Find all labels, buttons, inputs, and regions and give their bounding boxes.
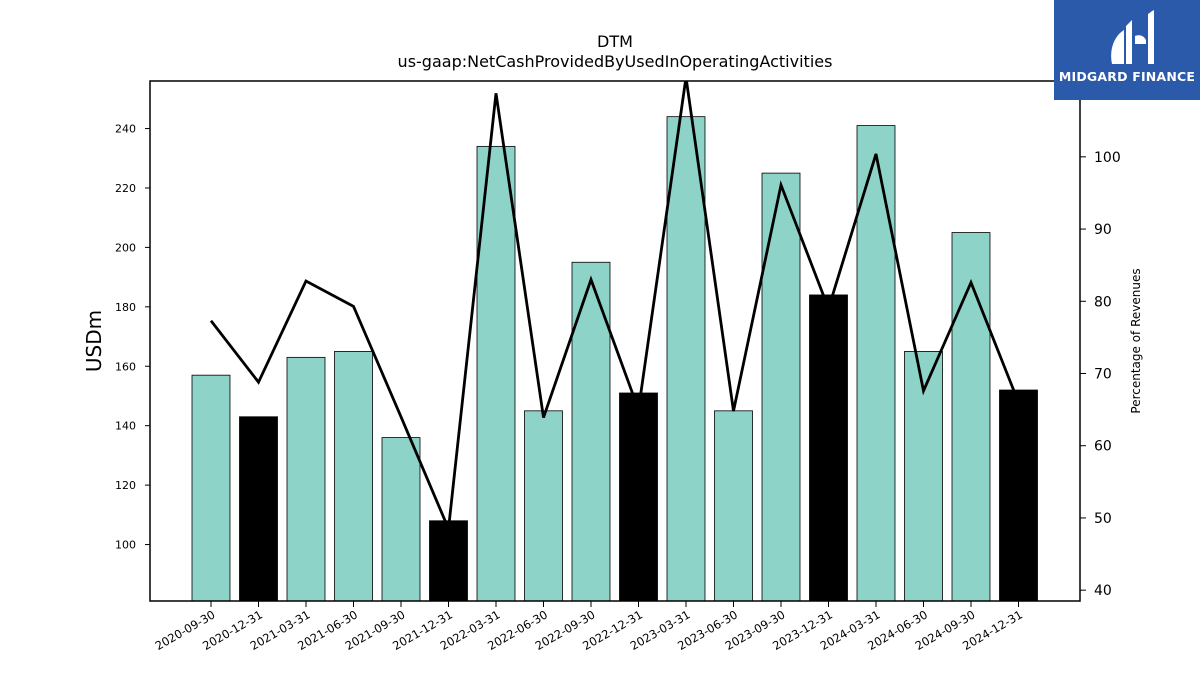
y2-tick-label: 70 xyxy=(1094,367,1112,383)
logo-text: MIDGARD FINANCE xyxy=(1058,69,1196,84)
bar xyxy=(619,392,658,602)
x-axis: 2020-09-302020-12-312021-03-312021-06-30… xyxy=(153,601,1025,653)
y2-axis-label: Percentage of Revenues xyxy=(1129,268,1143,413)
bar xyxy=(191,374,231,602)
bars-layer xyxy=(191,116,1038,602)
bar xyxy=(381,437,421,602)
brand-logo[interactable]: MIDGARD FINANCE xyxy=(1054,0,1200,100)
midgard-logo-icon xyxy=(1111,10,1154,64)
y2-tick-label: 80 xyxy=(1094,294,1112,310)
y-tick-label: 220 xyxy=(115,182,136,195)
y-tick-label: 140 xyxy=(115,420,136,433)
y-axis-label: USDm xyxy=(82,310,106,372)
bar xyxy=(951,232,991,602)
y-tick-label: 200 xyxy=(115,241,136,254)
y-tick-label: 100 xyxy=(115,539,136,552)
bar xyxy=(239,416,278,602)
y-tick-label: 160 xyxy=(115,360,136,373)
y-tick-label: 180 xyxy=(115,301,136,314)
series-line xyxy=(209,81,1020,535)
bar xyxy=(999,389,1038,602)
bar xyxy=(761,172,801,602)
bar xyxy=(809,294,848,602)
y-axis-left: 100 120 140 160 180 200 220 240 xyxy=(115,123,150,552)
bar xyxy=(524,410,563,602)
plot-frame xyxy=(149,80,1081,602)
bar xyxy=(429,520,468,602)
y-tick-label: 240 xyxy=(115,123,136,136)
chart-title: DTM xyxy=(597,32,633,51)
bar xyxy=(856,125,896,602)
y2-tick-label: 40 xyxy=(1094,583,1112,599)
bar xyxy=(666,116,706,602)
y2-tick-label: 60 xyxy=(1094,439,1112,455)
chart-subtitle: us-gaap:NetCashProvidedByUsedInOperating… xyxy=(397,52,833,71)
y2-tick-label: 50 xyxy=(1094,511,1112,527)
y-tick-label: 120 xyxy=(115,479,136,492)
bar xyxy=(286,356,326,602)
y2-tick-label: 90 xyxy=(1094,222,1112,238)
y-axis-right: 40 50 60 70 80 90 100 xyxy=(1080,150,1121,599)
y2-tick-label: 100 xyxy=(1094,150,1121,166)
line-layer xyxy=(209,81,1020,535)
bar xyxy=(334,350,373,602)
bar xyxy=(714,410,753,602)
